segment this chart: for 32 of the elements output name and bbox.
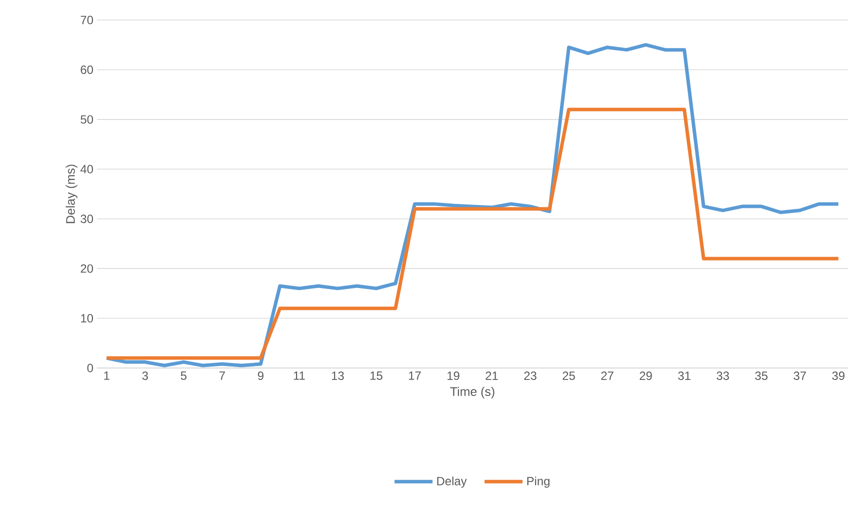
y-tick-label: 0 bbox=[87, 364, 94, 372]
legend-label: Delay bbox=[437, 476, 467, 488]
legend-label: Ping bbox=[527, 476, 550, 488]
x-tick-label: 11 bbox=[294, 372, 305, 380]
x-tick-label: 29 bbox=[640, 372, 652, 380]
x-tick-label: 35 bbox=[755, 372, 768, 380]
x-tick-label: 5 bbox=[180, 372, 186, 380]
x-tick-label: 31 bbox=[678, 372, 690, 380]
y-tick-label: 50 bbox=[80, 115, 94, 124]
x-tick-label: 39 bbox=[832, 372, 844, 380]
x-tick-label: 33 bbox=[716, 372, 729, 380]
x-tick-label: 1 bbox=[104, 372, 110, 380]
y-tick-label: 20 bbox=[80, 264, 94, 273]
x-tick-label: 21 bbox=[486, 372, 498, 380]
x-tick-label: 25 bbox=[562, 372, 575, 380]
y-tick-label: 60 bbox=[80, 65, 94, 74]
y-tick-label: 70 bbox=[80, 16, 94, 24]
x-tick-label: 19 bbox=[448, 372, 460, 380]
y-tick-label: 40 bbox=[80, 164, 94, 174]
x-tick-label: 15 bbox=[370, 372, 382, 380]
y-tick-label: 10 bbox=[81, 314, 94, 323]
x-axis-title: Time (s) bbox=[450, 386, 494, 398]
y-tick-label: 30 bbox=[80, 214, 94, 224]
x-tick-label: 17 bbox=[408, 372, 421, 380]
x-tick-label: 7 bbox=[219, 372, 225, 380]
x-tick-label: 3 bbox=[142, 372, 148, 380]
x-tick-label: 9 bbox=[258, 372, 264, 380]
x-tick-label: 37 bbox=[794, 372, 806, 380]
x-tick-label: 13 bbox=[332, 372, 344, 380]
x-tick-label: 27 bbox=[601, 372, 614, 380]
y-axis-title: Delay (ms) bbox=[66, 164, 78, 224]
x-tick-label: 23 bbox=[524, 372, 536, 380]
